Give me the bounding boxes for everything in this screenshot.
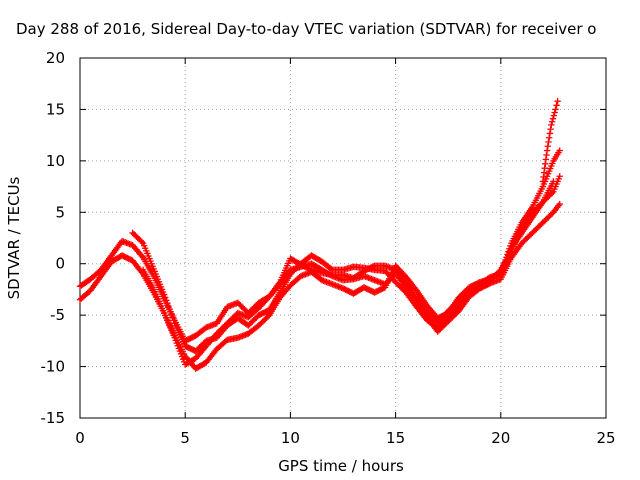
x-tick-label: 15 — [386, 429, 405, 447]
data-point — [556, 147, 563, 154]
data-point — [168, 311, 175, 318]
data-point — [138, 238, 146, 246]
data-point — [165, 302, 172, 310]
data-point — [167, 308, 174, 316]
chart-title: Day 288 of 2016, Sidereal Day-to-day VTE… — [16, 20, 596, 38]
y-tick-label: -10 — [41, 358, 66, 376]
y-tick-label: 15 — [46, 100, 65, 118]
data-point — [545, 134, 553, 141]
data-point — [166, 305, 173, 313]
data-point — [160, 291, 168, 298]
data-point — [544, 143, 551, 150]
y-tick-label: 10 — [46, 152, 65, 170]
x-tick-label: 20 — [491, 429, 510, 447]
x-tick-label: 5 — [180, 429, 190, 447]
data-point — [164, 300, 171, 307]
data-point — [548, 121, 555, 129]
y-tick-labels: -15 -10 -5 0 5 10 15 20 — [41, 49, 66, 427]
data-point — [556, 200, 563, 208]
data-point — [170, 317, 177, 324]
data-point — [549, 115, 557, 122]
data-point — [222, 337, 230, 345]
data-point — [546, 130, 554, 137]
y-tick-label: 0 — [55, 255, 65, 273]
data-point — [327, 265, 335, 273]
data-point — [169, 314, 176, 321]
data-point — [556, 173, 563, 180]
x-tick-label: 0 — [75, 429, 85, 447]
axis-ticks — [79, 57, 607, 419]
data-point — [550, 112, 558, 119]
x-axis-title: GPS time / hours — [278, 457, 404, 475]
data-point — [554, 98, 561, 105]
data-point — [551, 109, 558, 116]
plot-frame — [79, 57, 607, 419]
data-point — [264, 313, 272, 320]
data-point — [327, 272, 335, 279]
data-point — [162, 294, 169, 301]
data-point — [550, 178, 557, 185]
data-point — [163, 297, 170, 304]
data-point — [547, 125, 554, 133]
y-axis-title: SDTVAR / TECUs — [5, 176, 23, 299]
x-tick-label: 10 — [281, 429, 300, 447]
data-point — [552, 106, 559, 113]
data-points — [76, 98, 563, 372]
y-tick-label: -15 — [41, 409, 66, 427]
data-point — [496, 269, 503, 277]
y-tick-label: 20 — [46, 49, 65, 67]
data-point — [543, 147, 551, 154]
data-point — [548, 118, 556, 125]
y-tick-label: -5 — [50, 306, 65, 324]
y-tick-label: 5 — [55, 203, 65, 221]
x-tick-label: 25 — [596, 429, 615, 447]
x-tick-labels: 0 5 10 15 20 25 — [75, 429, 615, 447]
data-point — [545, 138, 552, 146]
data-point — [553, 102, 560, 109]
